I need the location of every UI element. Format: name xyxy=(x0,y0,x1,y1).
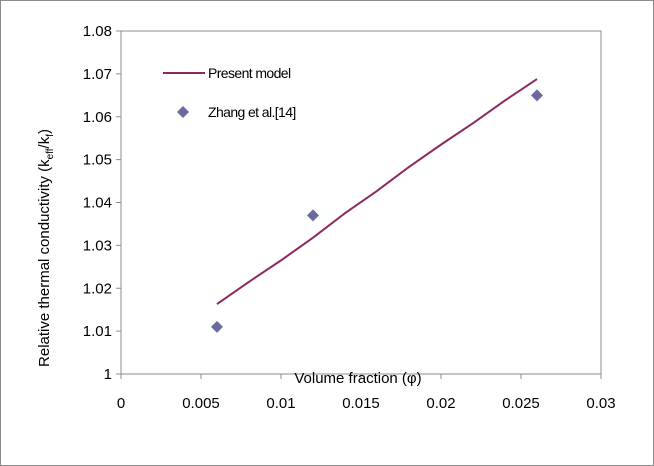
legend: Present model Zhang et al.[14] xyxy=(163,65,296,120)
legend-label-zhang: Zhang et al.[14] xyxy=(208,104,296,120)
zhang-data-point xyxy=(211,320,223,333)
x-tick-label: 0.03 xyxy=(586,395,615,412)
legend-diamond-swatch xyxy=(177,106,189,118)
y-tick-labels: 1 1.01 1.02 1.03 1.04 1.05 1.06 1.07 1.08 xyxy=(83,23,121,383)
y-tick-label: 1.05 xyxy=(83,152,112,169)
y-tick-label: 1.06 xyxy=(83,109,112,126)
y-axis-title-sub-eff: eff xyxy=(45,148,56,159)
y-tick-label: 1 xyxy=(104,366,112,383)
y-tick-label: 1.01 xyxy=(83,323,112,340)
y-axis-title-mid: /k xyxy=(36,136,53,148)
x-tick-label: 0.01 xyxy=(266,395,295,412)
y-tick-label: 1.02 xyxy=(83,280,112,297)
x-tick-labels: 0 0.005 0.01 0.015 0.02 0.025 0.03 xyxy=(117,374,616,412)
present-model-line xyxy=(216,78,538,305)
y-axis-title-main: Relative thermal conductivity (k xyxy=(36,159,53,367)
y-axis-title-end: ) xyxy=(36,129,53,134)
plot-area-border xyxy=(120,30,602,375)
zhang-data-point xyxy=(531,89,543,102)
x-axis-title: Volume fraction (φ) xyxy=(294,370,421,387)
y-tick-label: 1.07 xyxy=(83,66,112,83)
y-tick-label: 1.04 xyxy=(83,195,112,212)
x-tick-label: 0.025 xyxy=(502,395,540,412)
x-tick-label: 0 xyxy=(117,395,125,412)
x-tick-label: 0.02 xyxy=(426,395,455,412)
y-axis-title: Relative thermal conductivity (keff/kf) xyxy=(36,129,56,367)
y-tick-label: 1.08 xyxy=(83,23,112,40)
x-tick-label: 0.005 xyxy=(182,395,220,412)
y-axis-title-sub-f: f xyxy=(45,134,56,137)
zhang-data-point xyxy=(307,209,319,222)
x-tick-label: 0.015 xyxy=(342,395,380,412)
legend-label-present-model: Present model xyxy=(208,65,291,81)
y-tick-label: 1.03 xyxy=(83,237,112,254)
series-layer xyxy=(211,78,543,333)
